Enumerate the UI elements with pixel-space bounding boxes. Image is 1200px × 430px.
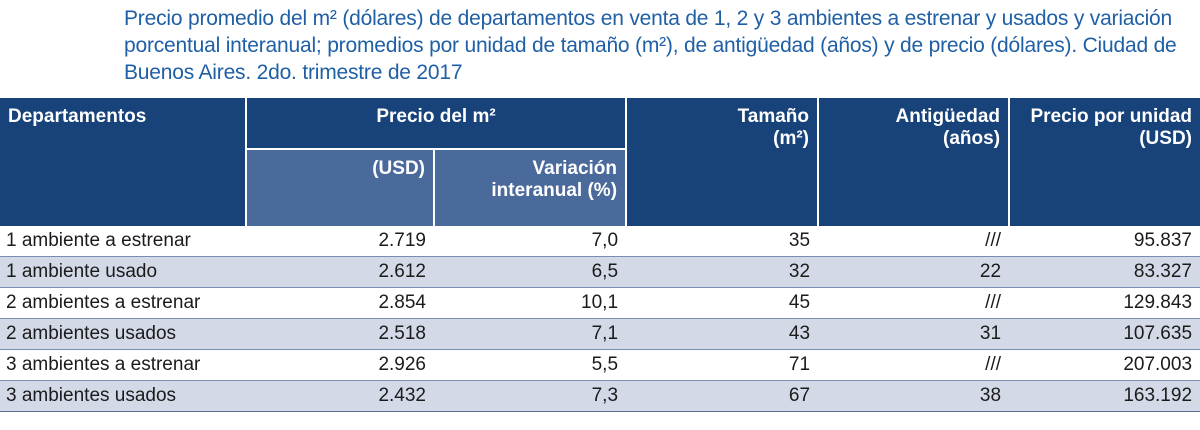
table-row: 3 ambientes usados 2.432 7,3 67 38 163.1… <box>0 380 1200 412</box>
header-antiguedad-line2: (años) <box>943 128 1001 149</box>
cell-departamento: 2 ambientes a estrenar <box>0 287 246 319</box>
cell-departamento: 3 ambientes a estrenar <box>0 349 246 381</box>
cell-departamento: 1 ambiente usado <box>0 256 246 288</box>
cell-tamano: 32 <box>626 256 819 288</box>
cell-departamento: 2 ambientes usados <box>0 318 246 350</box>
table-row: 1 ambiente usado 2.612 6,5 32 22 83.327 <box>0 256 1200 288</box>
table-title: Precio promedio del m² (dólares) de depa… <box>124 7 1177 84</box>
header-variacion-line2: interanual (%) <box>491 180 618 201</box>
cell-precio-unidad: 163.192 <box>1009 380 1200 412</box>
cell-usd: 2.719 <box>246 226 434 257</box>
table-row: 2 ambientes usados 2.518 7,1 43 31 107.6… <box>0 318 1200 350</box>
header-tamano: Tamaño (m²) <box>625 98 819 226</box>
cell-antiguedad: /// <box>818 287 1010 319</box>
cell-tamano: 67 <box>626 380 819 412</box>
cell-variacion: 7,0 <box>434 226 627 257</box>
header-precio-unidad: Precio por unidad (USD) <box>1008 98 1200 226</box>
cell-antiguedad: /// <box>818 226 1010 257</box>
header-precio-m2: Precio del m² <box>244 98 627 150</box>
cell-tamano: 71 <box>626 349 819 381</box>
cell-variacion: 6,5 <box>434 256 627 288</box>
cell-precio-unidad: 95.837 <box>1009 226 1200 257</box>
header-variacion-line1: Variación <box>532 158 618 179</box>
header-departamentos: Departamentos <box>0 98 246 226</box>
cell-antiguedad: 22 <box>818 256 1010 288</box>
cell-precio-unidad: 107.635 <box>1009 318 1200 350</box>
table-row: 3 ambientes a estrenar 2.926 5,5 71 /// … <box>0 349 1200 381</box>
cell-usd: 2.432 <box>246 380 434 412</box>
cell-departamento: 3 ambientes usados <box>0 380 246 412</box>
table-header: Departamentos Precio del m² Tamaño (m²) … <box>0 98 1200 226</box>
cell-tamano: 35 <box>626 226 819 257</box>
header-antiguedad-line1: Antigüedad <box>895 106 1001 127</box>
cell-precio-unidad: 129.843 <box>1009 287 1200 319</box>
cell-antiguedad: /// <box>818 349 1010 381</box>
cell-variacion: 10,1 <box>434 287 627 319</box>
header-tamano-line1: Tamaño <box>737 106 810 127</box>
cell-antiguedad: 38 <box>818 380 1010 412</box>
header-usd: (USD) <box>245 149 434 226</box>
cell-tamano: 45 <box>626 287 819 319</box>
header-precio-unidad-line2: (USD) <box>1139 128 1193 149</box>
cell-variacion: 5,5 <box>434 349 627 381</box>
header-tamano-line2: (m²) <box>773 128 810 149</box>
table-body: 1 ambiente a estrenar 2.719 7,0 35 /// 9… <box>0 226 1200 412</box>
header-antiguedad: Antigüedad (años) <box>817 98 1010 226</box>
cell-precio-unidad: 83.327 <box>1009 256 1200 288</box>
cell-usd: 2.518 <box>246 318 434 350</box>
cell-precio-unidad: 207.003 <box>1009 349 1200 381</box>
cell-variacion: 7,3 <box>434 380 627 412</box>
cell-departamento: 1 ambiente a estrenar <box>0 226 246 257</box>
cell-usd: 2.926 <box>246 349 434 381</box>
cell-variacion: 7,1 <box>434 318 627 350</box>
price-table: Departamentos Precio del m² Tamaño (m²) … <box>0 98 1200 412</box>
cell-antiguedad: 31 <box>818 318 1010 350</box>
price-table-container: Departamentos Precio del m² Tamaño (m²) … <box>0 98 1200 412</box>
cell-usd: 2.612 <box>246 256 434 288</box>
header-variacion: Variación interanual (%) <box>432 149 627 226</box>
table-row: 1 ambiente a estrenar 2.719 7,0 35 /// 9… <box>0 226 1200 257</box>
cell-tamano: 43 <box>626 318 819 350</box>
header-precio-unidad-line1: Precio por unidad <box>1030 106 1193 127</box>
table-row: 2 ambientes a estrenar 2.854 10,1 45 ///… <box>0 287 1200 319</box>
cell-usd: 2.854 <box>246 287 434 319</box>
